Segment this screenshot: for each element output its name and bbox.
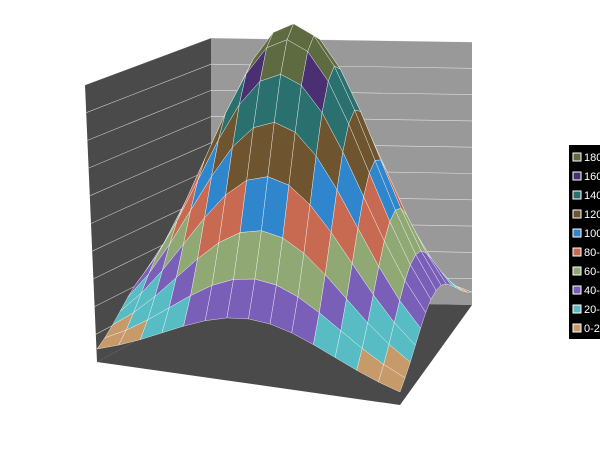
legend-label: 20-: [584, 304, 600, 316]
legend-item: 40-: [572, 285, 600, 297]
side-gridline: [86, 63, 212, 113]
legend-item: 180: [572, 152, 600, 164]
legend-item: 0-2: [572, 323, 600, 335]
side-gridline: [84, 37, 212, 86]
side-gridline: [88, 116, 212, 169]
legend-label: 100: [584, 228, 600, 240]
legend-label: 160: [584, 171, 600, 183]
legend-swatch: [572, 209, 582, 219]
legend-label: 140: [584, 190, 600, 202]
legend-swatch: [572, 247, 582, 257]
legend-swatch: [572, 152, 582, 162]
legend: 180 160 140 120 100 80- 60- 40- 20- 0-2: [569, 145, 600, 339]
legend-swatch: [572, 304, 582, 314]
legend-label: 80-: [584, 247, 600, 259]
side-gridline: [87, 90, 212, 141]
side-gridline: [89, 142, 212, 197]
legend-swatch: [572, 228, 582, 238]
surface-plot: [96, 23, 473, 393]
legend-item: 20-: [572, 304, 600, 316]
legend-label: 180: [584, 152, 600, 164]
legend-swatch: [572, 190, 582, 200]
legend-label: 120: [584, 209, 600, 221]
legend-item: 60-: [572, 266, 600, 278]
legend-swatch: [572, 285, 582, 295]
legend-swatch: [572, 266, 582, 276]
legend-items: 180 160 140 120 100 80- 60- 40- 20- 0-2: [572, 152, 600, 335]
side-gridline: [90, 168, 212, 224]
legend-swatch: [572, 171, 582, 181]
legend-swatch: [572, 323, 582, 333]
legend-item: 160: [572, 171, 600, 183]
surface-cell: [378, 364, 406, 393]
legend-item: 140: [572, 190, 600, 202]
back-gridline: [210, 37, 473, 43]
legend-label: 40-: [584, 285, 600, 297]
legend-label: 60-: [584, 266, 600, 278]
legend-item: 100: [572, 228, 600, 240]
legend-label: 0-2: [584, 323, 600, 335]
legend-item: 120: [572, 209, 600, 221]
legend-item: 80-: [572, 247, 600, 259]
